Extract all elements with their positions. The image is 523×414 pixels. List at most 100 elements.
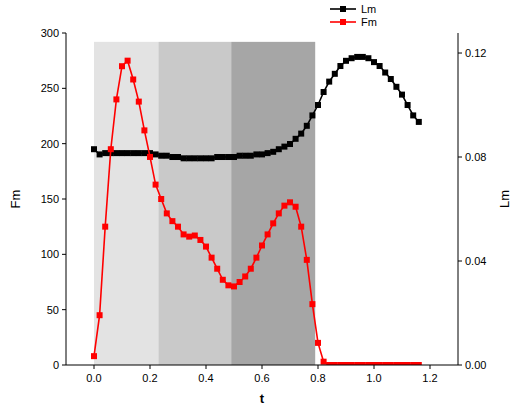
legend-marker — [340, 6, 346, 12]
marker — [225, 282, 231, 288]
marker — [214, 266, 220, 272]
legend-marker — [340, 19, 346, 25]
marker — [153, 151, 159, 157]
x-tick-label: 0.6 — [254, 372, 269, 384]
marker — [153, 182, 159, 188]
marker — [175, 224, 181, 230]
y2-tick — [458, 53, 462, 54]
x-axis-title: t — [260, 391, 265, 406]
y-tick — [62, 88, 66, 89]
marker — [281, 144, 287, 150]
marker — [253, 255, 259, 261]
x-tick — [150, 365, 151, 369]
marker — [315, 102, 321, 108]
marker — [276, 146, 282, 152]
marker — [91, 146, 97, 152]
y2-axis-title: Lm — [497, 190, 512, 208]
x-tick-label: 0.0 — [86, 372, 101, 384]
marker — [186, 234, 192, 240]
y-tick — [62, 254, 66, 255]
marker — [349, 55, 355, 61]
marker — [365, 55, 371, 61]
marker — [410, 112, 416, 118]
marker — [113, 150, 119, 156]
marker — [321, 89, 327, 95]
marker — [220, 277, 226, 283]
marker — [169, 154, 175, 160]
marker — [158, 196, 164, 202]
marker — [220, 154, 226, 160]
marker — [119, 150, 125, 156]
series-fm — [91, 58, 422, 365]
marker — [119, 63, 125, 69]
marker — [293, 136, 299, 142]
y-tick-label: 200 — [41, 138, 59, 150]
marker — [130, 150, 136, 156]
marker — [125, 58, 131, 64]
y-axis-title: Fm — [8, 190, 23, 209]
marker — [309, 112, 315, 118]
x-tick — [318, 365, 319, 369]
marker — [253, 151, 259, 157]
marker — [337, 63, 343, 69]
marker — [377, 63, 383, 69]
marker — [164, 210, 170, 216]
marker — [136, 150, 142, 156]
x-tick-label: 0.8 — [310, 372, 325, 384]
marker — [298, 131, 304, 137]
y-tick-label: 0 — [53, 359, 59, 371]
x-tick-label: 1.2 — [422, 372, 437, 384]
x-tick-label: 1.0 — [366, 372, 381, 384]
marker — [91, 353, 97, 359]
y2-tick — [458, 365, 462, 366]
y-tick — [62, 199, 66, 200]
series-group — [91, 54, 422, 365]
marker — [214, 154, 220, 160]
marker — [343, 58, 349, 64]
x-tick-label: 0.2 — [142, 372, 157, 384]
x-tick — [262, 365, 263, 369]
x-tick — [94, 365, 95, 369]
marker — [141, 127, 147, 133]
marker — [192, 233, 198, 239]
axes: 0.00.20.40.60.81.01.20501001502002503000… — [41, 27, 487, 384]
y2-tick-label: 0.12 — [465, 47, 486, 59]
marker — [276, 210, 282, 216]
marker — [298, 224, 304, 230]
y2-tick — [458, 261, 462, 262]
y-tick-label: 150 — [41, 193, 59, 205]
y-tick-label: 300 — [41, 27, 59, 39]
marker — [259, 151, 265, 157]
marker — [354, 54, 360, 60]
marker — [203, 244, 209, 250]
marker — [287, 141, 293, 147]
marker — [125, 150, 131, 156]
x-tick — [206, 365, 207, 369]
marker — [231, 154, 237, 160]
marker — [97, 151, 103, 157]
marker — [102, 150, 108, 156]
marker — [371, 59, 377, 65]
marker — [209, 155, 215, 161]
marker — [147, 154, 153, 160]
marker — [175, 154, 181, 160]
marker — [248, 153, 254, 159]
x-tick-label: 0.4 — [198, 372, 213, 384]
y2-tick-label: 0.04 — [465, 255, 486, 267]
marker — [315, 340, 321, 346]
marker — [304, 257, 310, 263]
marker — [248, 266, 254, 272]
marker — [304, 123, 310, 129]
marker — [309, 301, 315, 307]
y2-tick-label: 0.00 — [465, 359, 486, 371]
marker — [237, 153, 243, 159]
marker — [141, 150, 147, 156]
marker — [399, 92, 405, 98]
y-tick-label: 100 — [41, 248, 59, 260]
marker — [242, 153, 248, 159]
marker — [265, 150, 271, 156]
marker — [326, 79, 332, 85]
marker — [231, 283, 237, 289]
marker — [287, 199, 293, 205]
y-tick — [62, 309, 66, 310]
